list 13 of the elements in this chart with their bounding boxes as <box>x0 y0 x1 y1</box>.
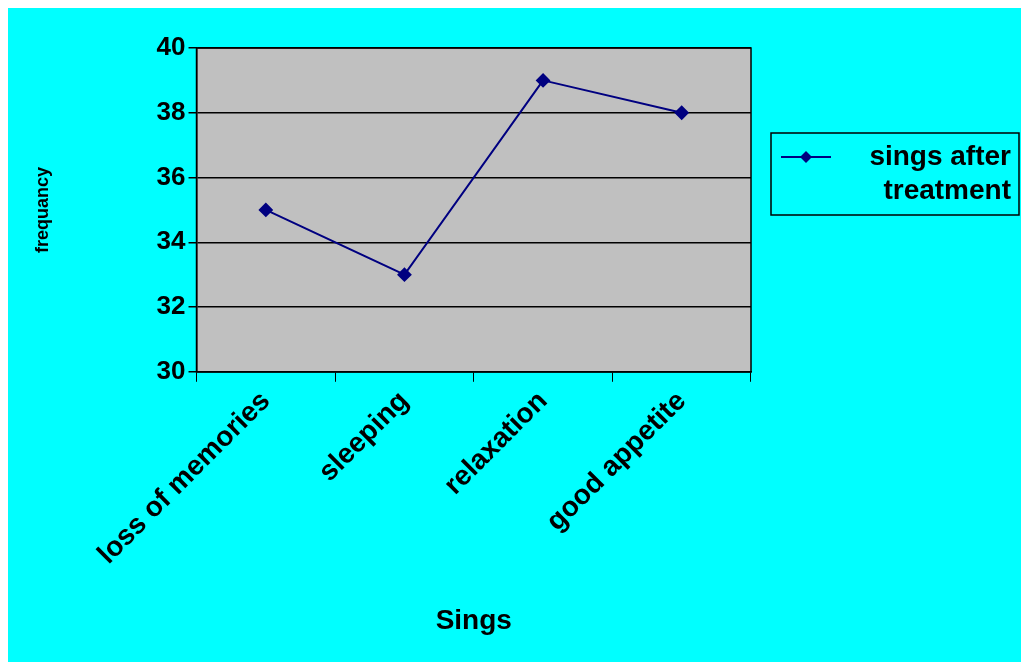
point <box>674 105 689 120</box>
point <box>536 73 551 88</box>
y-tick-label: 30 <box>156 354 186 385</box>
point <box>258 202 273 217</box>
legend-label: sings after treatment <box>869 139 1012 205</box>
y-tick-label: 32 <box>156 290 186 321</box>
point <box>397 267 412 282</box>
y-tick-label: 38 <box>156 95 186 126</box>
y-tick-label: 36 <box>156 160 186 191</box>
y-axis-title: frequancy <box>31 166 52 253</box>
y-tick-label: 34 <box>156 225 187 256</box>
y-tick-label: 40 <box>156 31 186 62</box>
x-axis-title: Sings <box>435 603 512 635</box>
